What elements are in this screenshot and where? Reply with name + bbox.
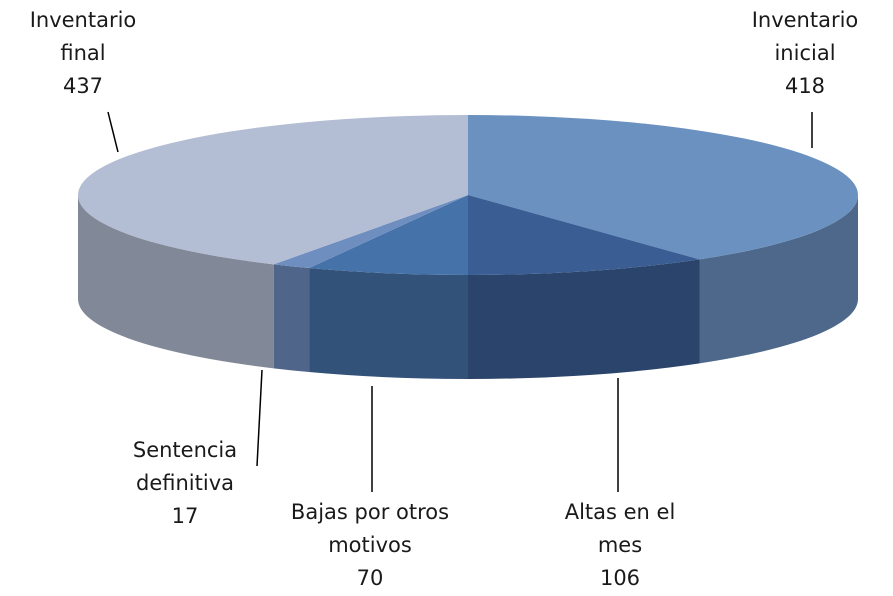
slice-side [309, 268, 468, 379]
value-label: 418 [784, 74, 826, 98]
slice-side [699, 195, 858, 364]
label: Inventario inicial 418 [730, 4, 880, 103]
label: Inventario final 437 [8, 4, 158, 103]
slice [468, 195, 700, 275]
leaders [107, 111, 813, 492]
category-label: Inventario inicial [751, 8, 859, 65]
category-label: Inventario final [29, 8, 137, 65]
slice-side [77, 195, 274, 369]
value-label: 106 [599, 566, 641, 590]
slice [309, 195, 468, 275]
label: Sentencia definitiva 17 [110, 434, 260, 533]
category-label: Altas en el mes [564, 500, 676, 557]
slice [77, 115, 469, 265]
slice [468, 115, 859, 260]
value-label: 70 [356, 566, 384, 590]
label: Altas en el mes 106 [545, 496, 695, 595]
slice-side [273, 264, 310, 373]
label: Bajas por otros motivos 70 [280, 496, 460, 595]
leader-line [256, 369, 263, 467]
leader-line [107, 111, 119, 153]
slice-side [468, 259, 700, 379]
category-label: Sentencia definitiva [132, 438, 238, 495]
value-label: 437 [62, 74, 104, 98]
slice [273, 195, 468, 269]
value-label: 17 [171, 504, 199, 528]
category-label: Bajas por otros motivos [290, 500, 450, 557]
